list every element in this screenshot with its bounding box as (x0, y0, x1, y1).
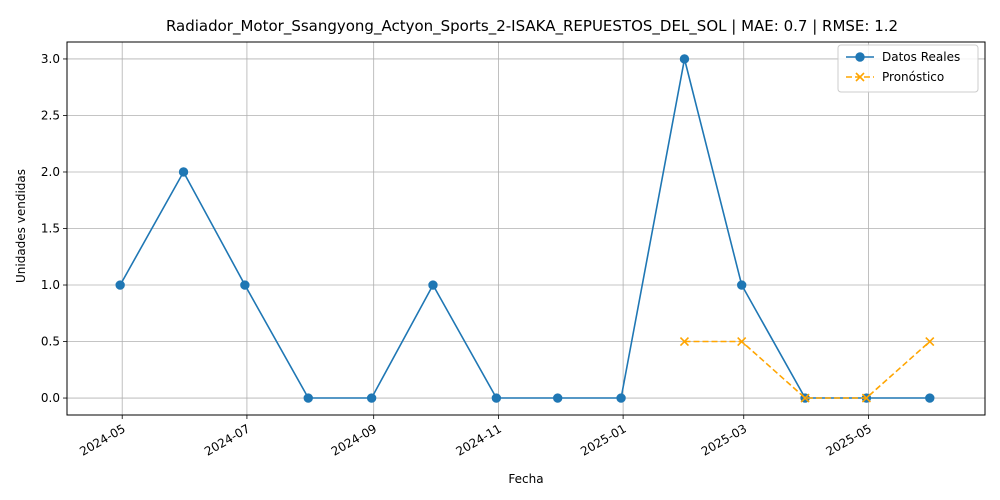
x-tick-label: 2025-03 (699, 421, 749, 458)
series-actual (115, 54, 935, 403)
data-point-actual (616, 393, 626, 403)
data-point-actual (491, 393, 502, 403)
legend-swatch-marker (855, 72, 865, 82)
data-point-forecast (737, 336, 747, 347)
y-tick-label: 2.0 (41, 165, 60, 179)
legend-swatch-marker (855, 52, 865, 62)
y-tick-label: 3.0 (41, 52, 60, 66)
x-tick-label: 2025-01 (578, 421, 628, 458)
legend-label: Datos Reales (882, 50, 960, 64)
x-tick-label: 2025-05 (824, 421, 874, 458)
legend-item-actual: Datos Reales (846, 50, 960, 64)
y-axis-label: Unidades vendidas (14, 169, 28, 283)
series-line-actual (119, 58, 930, 399)
y-tick-label: 2.5 (41, 108, 60, 122)
series-line-forecast (684, 340, 931, 399)
x-axis-label: Fecha (508, 472, 543, 486)
x-tick-label: 2024-09 (329, 421, 379, 458)
x-marker-stroke (737, 336, 747, 347)
data-point-forecast (800, 393, 810, 403)
x-tick-label: 2024-07 (202, 421, 252, 458)
grid (67, 42, 985, 415)
x-marker-stroke (800, 393, 810, 403)
y-tick-label: 0.0 (41, 391, 60, 405)
series-layer (115, 54, 935, 403)
data-point-actual (366, 393, 377, 403)
chart-title: Radiador_Motor_Ssangyong_Actyon_Sports_2… (166, 17, 898, 36)
x-tick-label: 2024-05 (77, 421, 127, 458)
y-tick-label: 1.5 (41, 222, 60, 236)
x-marker-stroke (679, 336, 690, 347)
x-tick-label: 2024-11 (453, 421, 503, 458)
data-point-actual (240, 280, 250, 290)
data-point-forecast (679, 336, 690, 347)
data-point-actual (303, 393, 313, 403)
y-tick-label: 1.0 (41, 278, 60, 292)
data-point-actual (679, 54, 690, 64)
data-point-actual (115, 280, 125, 290)
data-point-actual (428, 280, 438, 290)
legend-label: Pronóstico (882, 70, 944, 84)
data-point-actual (736, 280, 747, 290)
series-forecast (679, 336, 935, 403)
x-marker-stroke (861, 393, 871, 403)
legend: Datos Reales Pronóstico (837, 44, 979, 93)
x-marker-stroke (925, 336, 935, 347)
data-point-actual (552, 393, 563, 403)
data-point-forecast (925, 336, 935, 347)
data-point-forecast (861, 393, 871, 403)
y-tick-label: 0.5 (41, 335, 60, 349)
legend-item-forecast: Pronóstico (846, 70, 944, 84)
x-marker-stroke (855, 72, 865, 82)
data-point-actual (925, 393, 935, 403)
data-point-actual (178, 167, 189, 177)
